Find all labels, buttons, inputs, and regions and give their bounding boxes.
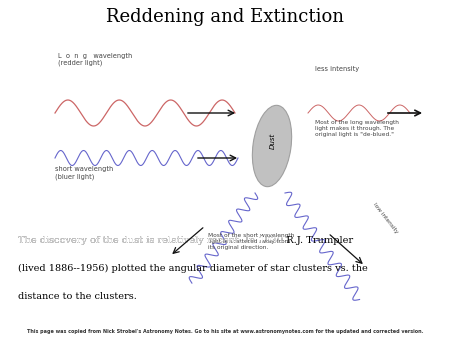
Text: Reddening and Extinction: Reddening and Extinction	[106, 8, 344, 26]
Text: short wavelength
(bluer light): short wavelength (bluer light)	[55, 166, 113, 179]
Text: L  o  n  g   wavelength
(redder light): L o n g wavelength (redder light)	[58, 53, 132, 67]
Text: The discovery of the dust is relatively recent. In 1930: The discovery of the dust is relatively …	[18, 236, 286, 245]
Text: low intensity: low intensity	[372, 202, 399, 234]
Text: less intensity: less intensity	[315, 66, 359, 72]
Text: distance to the clusters.: distance to the clusters.	[18, 292, 137, 301]
Ellipse shape	[252, 105, 292, 187]
Text: This page was copied from Nick Strobel's Astronomy Notes. Go to his site at www.: This page was copied from Nick Strobel's…	[27, 329, 423, 334]
Text: Most of the long wavelength
light makes it through. The
original light is "de-bl: Most of the long wavelength light makes …	[315, 120, 399, 137]
Text: (lived 1886--1956) plotted the angular diameter of star clusters vs. the: (lived 1886--1956) plotted the angular d…	[18, 264, 368, 273]
Text: Dust: Dust	[270, 133, 276, 149]
Text: Most of the short wavelength
light is scattered away from
its original direction: Most of the short wavelength light is sc…	[208, 233, 294, 249]
Text: The discovery of the dust is relatively recent. In 1930 R.J. Trumpler: The discovery of the dust is relatively …	[18, 236, 353, 245]
